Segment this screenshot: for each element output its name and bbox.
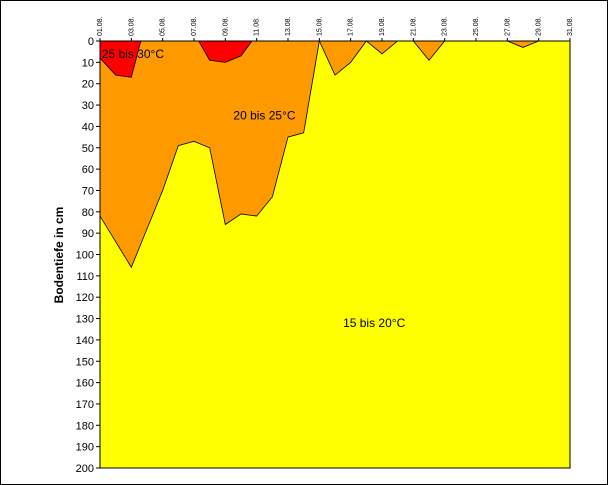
x-tick-label-27.08.: 27.08.	[504, 16, 511, 36]
y-tick-label-100: 100	[76, 250, 94, 262]
y-tick-label-10: 10	[82, 57, 94, 69]
y-tick-label-150: 150	[76, 356, 94, 368]
x-tick-label-09.08.: 09.08.	[222, 16, 229, 36]
y-tick-label-40: 40	[82, 121, 94, 133]
x-tick-label-19.08.: 19.08.	[379, 16, 386, 36]
y-axis-title: Bodentiefe in cm	[52, 207, 66, 304]
x-tick-label-21.08.: 21.08.	[410, 16, 417, 36]
zone-label-2: 20 bis 25°C	[233, 109, 296, 123]
y-tick-label-70: 70	[82, 185, 94, 197]
x-tick-label-07.08.: 07.08.	[191, 16, 198, 36]
y-tick-label-80: 80	[82, 207, 94, 219]
x-tick-label-13.08.: 13.08.	[285, 16, 292, 36]
x-tick-label-05.08.: 05.08.	[160, 16, 167, 36]
y-tick-label-120: 120	[76, 292, 94, 304]
x-tick-label-29.08.: 29.08.	[536, 16, 543, 36]
y-tick-label-30: 30	[82, 100, 94, 112]
y-tick-label-20: 20	[82, 79, 94, 91]
y-axis: 0 10 20 30 40 50 60 70 80 90 100 110 120 130 140 150 160…	[76, 36, 100, 475]
y-tick-label-190: 190	[76, 442, 94, 454]
x-tick-label-15.08.: 15.08.	[316, 16, 323, 36]
x-tick-label-11.08.: 11.08.	[254, 17, 261, 36]
y-tick-label-50: 50	[82, 143, 94, 155]
x-tick-label-03.08.: 03.08.	[128, 16, 135, 36]
x-tick-label-17.08.: 17.08.	[348, 16, 355, 36]
y-tick-label-60: 60	[82, 164, 94, 176]
y-tick-label-180: 180	[76, 420, 94, 432]
zone-labels: 15 bis 20°C 20 bis 25°C 25 bis 30°C	[102, 47, 406, 330]
y-tick-label-160: 160	[76, 378, 94, 390]
x-tick-label-25.08.: 25.08.	[473, 16, 480, 36]
zone-label-3: 25 bis 30°C	[102, 47, 165, 61]
y-tick-label-200: 200	[76, 463, 94, 475]
y-tick-label-140: 140	[76, 335, 94, 347]
x-tick-label-31.08.: 31.08.	[567, 16, 574, 36]
x-tick-label-23.08.: 23.08.	[442, 16, 449, 36]
y-tick-label-110: 110	[76, 271, 94, 283]
y-tick-label-90: 90	[82, 228, 94, 240]
zones-layer	[99, 39, 571, 469]
y-tick-label-130: 130	[76, 314, 94, 326]
x-axis: 01.08. 03.08. 05.08. 07.08. 09.08. 11.08. 13.0…	[97, 16, 574, 41]
x-tick-label-01.08.: 01.08.	[97, 16, 104, 36]
y-tick-label-170: 170	[76, 399, 94, 411]
y-tick-label-0: 0	[88, 36, 94, 48]
zone-label-1: 15 bis 20°C	[343, 316, 406, 330]
